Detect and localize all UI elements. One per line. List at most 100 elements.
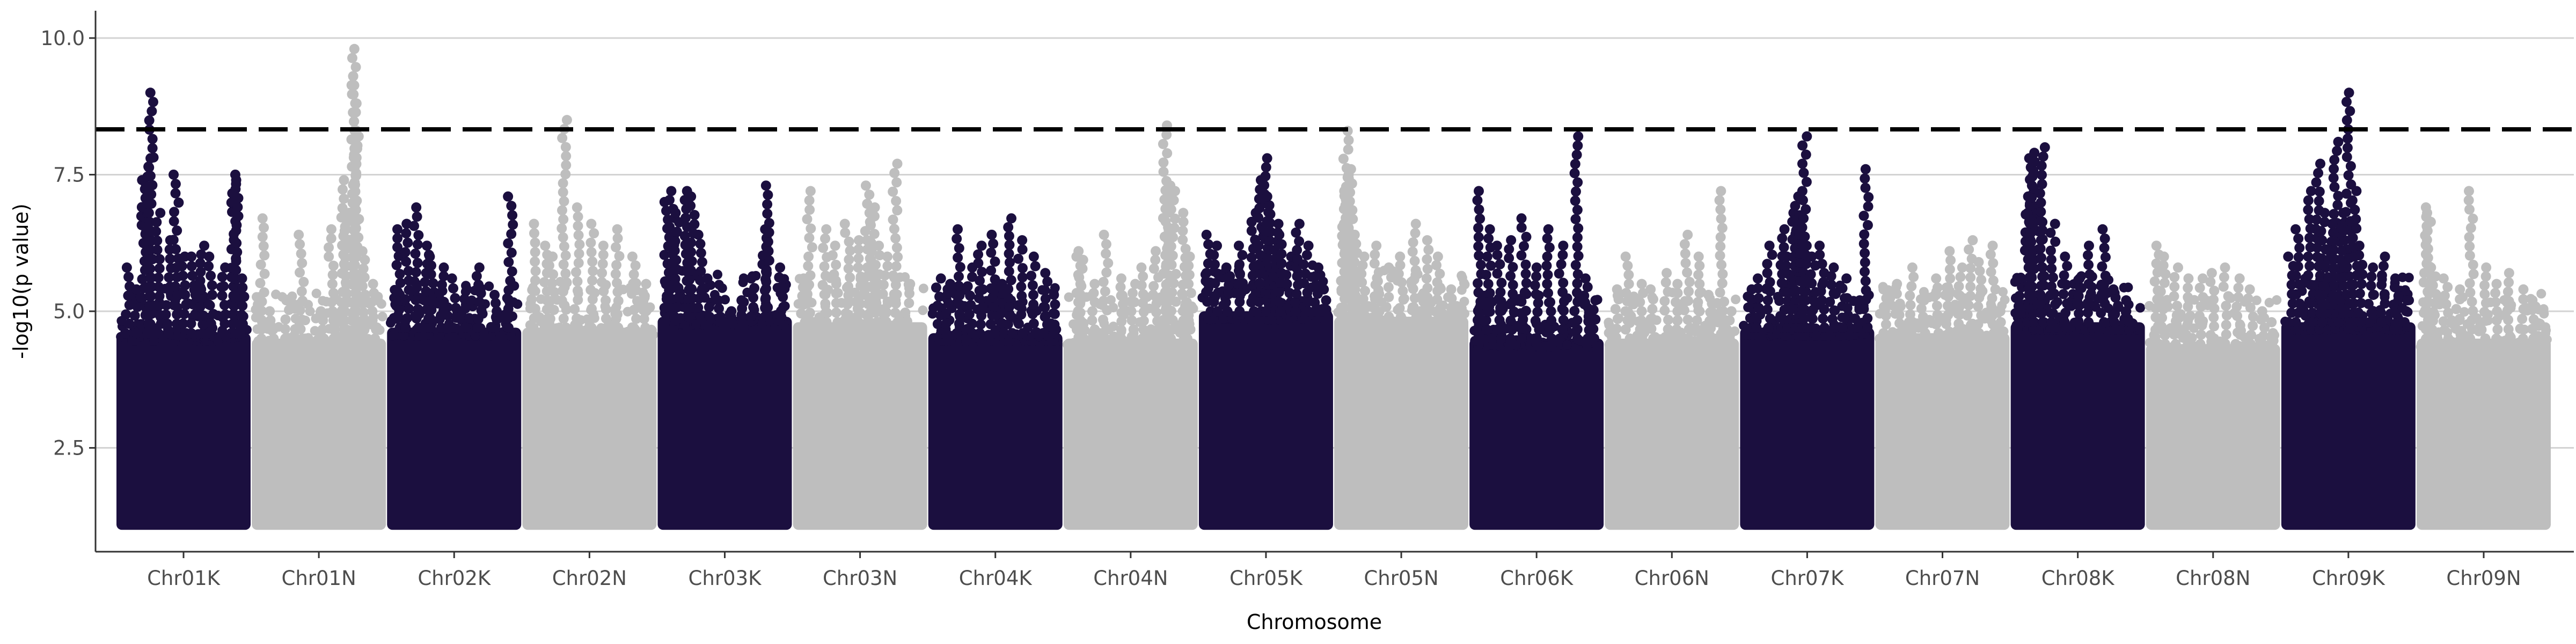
- snp-point-Chr07K: [1845, 322, 1855, 332]
- peak-point-Chr08K-12: [2121, 295, 2132, 306]
- peak-point-Chr08N-7: [2232, 311, 2243, 321]
- peak-point-Chr02N-5: [586, 323, 597, 333]
- peak-point-Chr09N-3: [2438, 316, 2449, 327]
- peak-point-Chr06K-7: [1557, 324, 1568, 335]
- snp-point-Chr05N: [1459, 278, 1469, 288]
- peak-point-Chr09N-5: [2465, 333, 2476, 344]
- peak-point-Chr04N-1: [1077, 264, 1088, 274]
- peak-point-Chr01N-3: [297, 333, 308, 344]
- peak-point-Chr06N-3: [1645, 313, 1656, 324]
- peak-point-Chr09N-6: [2480, 298, 2491, 309]
- peak-point-Chr05N-6: [1373, 285, 1384, 296]
- peak-point-Chr09K-9: [2345, 161, 2356, 172]
- peak-point-Chr05K-14: [1316, 306, 1327, 317]
- peak-point-Chr01K-14: [230, 184, 241, 194]
- peak-point-Chr04N-4: [1117, 299, 1128, 310]
- peak-point-Chr09N-9: [2518, 284, 2529, 295]
- peak-point-Chr01N-3: [298, 276, 309, 287]
- y-tick-label-3: 10.0: [41, 27, 85, 50]
- snp-point-Chr01N: [304, 341, 314, 352]
- peak-point-Chr06N-1: [1625, 297, 1636, 308]
- peak-point-Chr02N-0: [530, 256, 540, 267]
- peak-point-Chr01K-4: [143, 318, 154, 329]
- snp-point-Chr06K: [1544, 341, 1554, 352]
- peak-point-Chr01N-11: [357, 333, 368, 344]
- peak-point-Chr03N-3: [829, 269, 839, 280]
- peak-point-Chr01N-12: [368, 279, 378, 289]
- peak-point-Chr06K-9: [1582, 282, 1593, 292]
- snp-point-Chr06N: [1731, 294, 1741, 304]
- peak-point-Chr07K-2: [1765, 277, 1775, 288]
- peak-point-Chr02K-1: [401, 228, 412, 239]
- peak-point-Chr07K-3: [1777, 313, 1788, 324]
- peak-point-Chr02N-3: [558, 286, 569, 297]
- x-axis-ticks: Chr01K Chr01N Chr02K Chr02N Chr03K Chr03N Chr0…: [147, 552, 2521, 590]
- peak-point-Chr04N-10: [1169, 223, 1180, 233]
- peak-point-Chr04N-10: [1166, 241, 1176, 252]
- peak-point-Chr06N-8: [1707, 298, 1717, 309]
- peak-point-Chr07K-11: [1829, 305, 1840, 316]
- peak-point-Chr09K-10: [2351, 223, 2362, 234]
- peak-point-Chr03N-10: [891, 242, 902, 253]
- peak-point-Chr03N-1: [804, 308, 815, 318]
- peak-point-Chr04K-0: [932, 301, 943, 311]
- peak-point-Chr07N-5: [1941, 319, 1952, 330]
- peak-point-Chr01K-11: [204, 251, 215, 262]
- peak-point-Chr04N-6: [1138, 316, 1149, 326]
- peak-point-Chr01N-10: [353, 232, 364, 243]
- peak-point-Chr04K-2: [953, 271, 964, 282]
- peak-point-Chr07K-10: [1814, 250, 1825, 260]
- peak-point-Chr05N-3: [1343, 144, 1353, 155]
- peak-point-Chr01N-11: [357, 246, 368, 257]
- peak-point-Chr02N-0: [530, 237, 540, 248]
- snp-point-Chr09N: [2439, 341, 2449, 351]
- peak-point-Chr09K-10: [2348, 280, 2359, 290]
- peak-point-Chr06N-3: [1645, 284, 1656, 295]
- peak-point-Chr02N-7: [612, 277, 623, 288]
- peak-point-Chr09K-2: [2303, 270, 2314, 281]
- peak-point-Chr07N-5: [1945, 273, 1956, 284]
- peak-point-Chr09K-12: [2365, 317, 2375, 327]
- peak-point-Chr09N-5: [2464, 186, 2475, 196]
- peak-point-Chr03K-1: [664, 284, 675, 295]
- peak-point-Chr04K-7: [1002, 319, 1013, 330]
- peak-point-Chr01N-3: [297, 314, 308, 325]
- peak-point-Chr05K-9: [1276, 239, 1287, 250]
- peak-point-Chr07K-10: [1819, 323, 1830, 333]
- peak-point-Chr08N-1: [2156, 321, 2167, 332]
- peak-point-Chr08K-3: [2028, 165, 2039, 176]
- point-band-Chr07K: [1740, 327, 1875, 530]
- peak-point-Chr03K-7: [713, 295, 723, 306]
- peak-point-Chr04K-2: [953, 252, 963, 263]
- peak-point-Chr07N-6: [1957, 262, 1967, 273]
- peak-point-Chr03N-5: [853, 244, 864, 255]
- peak-point-Chr04K-11: [1049, 328, 1059, 339]
- peak-point-Chr05N-5: [1357, 277, 1367, 288]
- peak-point-Chr07K-14: [1858, 210, 1869, 221]
- peak-point-Chr08N-4: [2195, 339, 2206, 349]
- peak-point-Chr02K-8: [474, 297, 485, 308]
- peak-point-Chr05K-1: [1209, 250, 1219, 260]
- snp-point-Chr05N: [1346, 319, 1356, 330]
- peak-point-Chr09N-5: [2468, 305, 2478, 316]
- peak-point-Chr05K-11: [1292, 245, 1302, 255]
- peak-point-Chr05K-12: [1302, 287, 1313, 298]
- peak-point-Chr02N-4: [572, 276, 583, 287]
- peak-point-Chr09K-10: [2347, 232, 2358, 243]
- peak-point-Chr03N-10: [890, 298, 901, 309]
- peak-point-Chr04K-4: [974, 293, 984, 304]
- snp-point-Chr08K: [2135, 303, 2145, 313]
- peak-point-Chr04K-4: [973, 249, 984, 260]
- peak-point-Chr04K-7: [1006, 213, 1017, 224]
- peak-point-Chr06N-7: [1694, 306, 1705, 317]
- peak-point-Chr01N-5: [328, 324, 339, 335]
- peak-point-Chr02K-6: [448, 283, 459, 294]
- peak-point-Chr01K-10: [195, 258, 206, 268]
- peak-point-Chr04K-2: [955, 299, 965, 310]
- peak-point-Chr02N-4: [573, 221, 583, 231]
- peak-point-Chr05K-1: [1210, 278, 1220, 289]
- peak-point-Chr02K-10: [503, 294, 514, 305]
- peak-point-Chr01K-15: [237, 282, 248, 293]
- peak-point-Chr01K-4: [145, 171, 156, 181]
- snp-point-Chr02N: [582, 331, 592, 341]
